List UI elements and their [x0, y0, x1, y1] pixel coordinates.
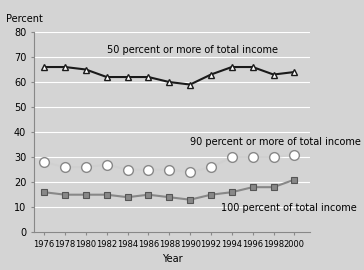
Text: 90 percent or more of total income: 90 percent or more of total income [190, 137, 361, 147]
Text: 100 percent of total income: 100 percent of total income [221, 204, 357, 214]
Text: 50 percent or more of total income: 50 percent or more of total income [107, 45, 278, 55]
X-axis label: Year: Year [162, 254, 182, 264]
Text: Percent: Percent [6, 14, 43, 24]
